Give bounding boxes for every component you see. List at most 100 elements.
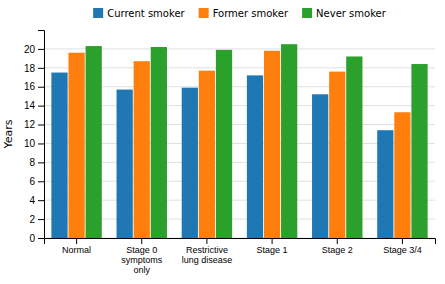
bar [264,51,280,238]
y-tick: 10 [24,138,44,149]
grid-line [44,86,435,87]
grid-line [44,162,435,163]
x-tick-mark [337,238,338,244]
y-tick-label: 6 [29,176,35,187]
y-tick-mark [38,219,44,220]
grid-line [44,48,435,49]
y-tick: 16 [24,81,44,92]
grid-line [44,124,435,125]
grid-line [44,105,435,106]
y-tick: 12 [24,119,44,130]
y-axis: 0 2 4 6 8 10 12 14 16 18 20 [24,31,45,244]
x-tick-label-line: only [133,265,150,275]
x-tick: Stage 0symptomsonly [121,238,163,275]
legend-item: Current smoker [93,8,185,19]
x-tick: Restrictivelung disease [182,238,233,265]
y-tick: 14 [24,100,44,111]
legend-item: Former smoker [199,8,289,19]
y-tick: 0 [29,233,44,244]
y-tick: 18 [24,63,44,74]
x-axis: Normal Stage 0symptomsonly Restrictivelung… [45,238,436,275]
grid-line [44,181,435,182]
x-tick-label: Stage 2 [322,245,353,255]
x-tick-label-line: symptoms [121,255,163,265]
grid-line [44,219,435,220]
x-tick-mark [141,238,142,244]
y-tick-label: 2 [29,214,35,225]
y-tick: 6 [29,176,44,187]
x-tick-mark [402,238,403,244]
bar [377,130,393,238]
plot: 0 2 4 6 8 10 12 14 16 18 20 Normal Stage 0symptomson… [24,31,436,276]
x-tick-label-line: Normal [62,245,91,255]
bar [134,61,150,238]
bar [182,88,198,238]
bar [51,73,67,238]
x-axis-line [45,239,436,245]
y-tick-mark [38,125,44,126]
x-tick-label-line: Stage 1 [257,245,288,255]
y-axis-title: Years [2,119,15,149]
x-tick-mark [76,238,77,244]
y-tick-mark [38,162,44,163]
bar-series [68,51,410,238]
x-tick-mark [206,238,207,244]
bar [394,112,410,238]
bar [86,46,102,238]
bars [51,44,427,238]
legend-label: Former smoker [213,8,289,19]
y-tick-mark [38,143,44,144]
y-tick-mark [38,87,44,88]
x-tick: Stage 1 [257,238,288,255]
bar [312,94,328,238]
legend-item: Never smoker [302,8,387,19]
bar [216,50,232,238]
y-tick-label: 18 [24,63,36,74]
y-tick-mark [38,49,44,50]
y-tick-label: 10 [24,138,36,149]
x-tick-label: Stage 1 [257,245,288,255]
x-tick: Stage 2 [322,238,353,255]
legend-label: Never smoker [316,8,387,19]
grid-line [44,67,435,68]
y-axis-line [38,31,45,239]
y-tick-label: 20 [24,44,36,55]
y-tick-mark [38,106,44,107]
x-tick-label-line: lung disease [182,255,233,265]
y-tick-mark [38,181,44,182]
bar [199,71,215,238]
legend-swatch [199,8,209,18]
y-tick: 2 [29,214,44,225]
legend-swatch [93,8,103,18]
grid-line [44,143,435,144]
y-tick-label: 8 [29,157,35,168]
legend-swatch [302,8,312,18]
bar [247,75,263,238]
x-tick-label: Stage 3/4 [383,245,422,255]
bar [151,47,167,238]
bar [329,72,345,238]
bar [68,53,84,238]
y-tick-label: 12 [24,119,36,130]
y-tick-mark [38,200,44,201]
x-tick-label: Restrictivelung disease [182,245,233,265]
y-tick-label: 16 [24,81,36,92]
x-tick-label-line: Restrictive [186,245,228,255]
legend: Current smoker Former smoker Never smoker [93,8,387,19]
y-tick: 8 [29,157,44,168]
grid-line [44,200,435,201]
y-tick: 4 [29,195,44,206]
x-tick-label-line: Stage 0 [126,245,157,255]
y-tick-label: 0 [29,233,35,244]
y-tick-label: 14 [24,100,36,111]
y-tick: 20 [24,44,44,55]
chart: 0 2 4 6 8 10 12 14 16 18 20 Normal Stage 0symptomson… [0,0,445,284]
bar [346,56,362,238]
y-tick-mark [38,238,44,239]
grid [44,49,435,238]
y-tick-label: 4 [29,195,35,206]
x-tick: Normal [62,238,91,255]
bar [281,44,297,238]
bar [117,90,133,238]
x-tick: Stage 3/4 [383,238,422,255]
